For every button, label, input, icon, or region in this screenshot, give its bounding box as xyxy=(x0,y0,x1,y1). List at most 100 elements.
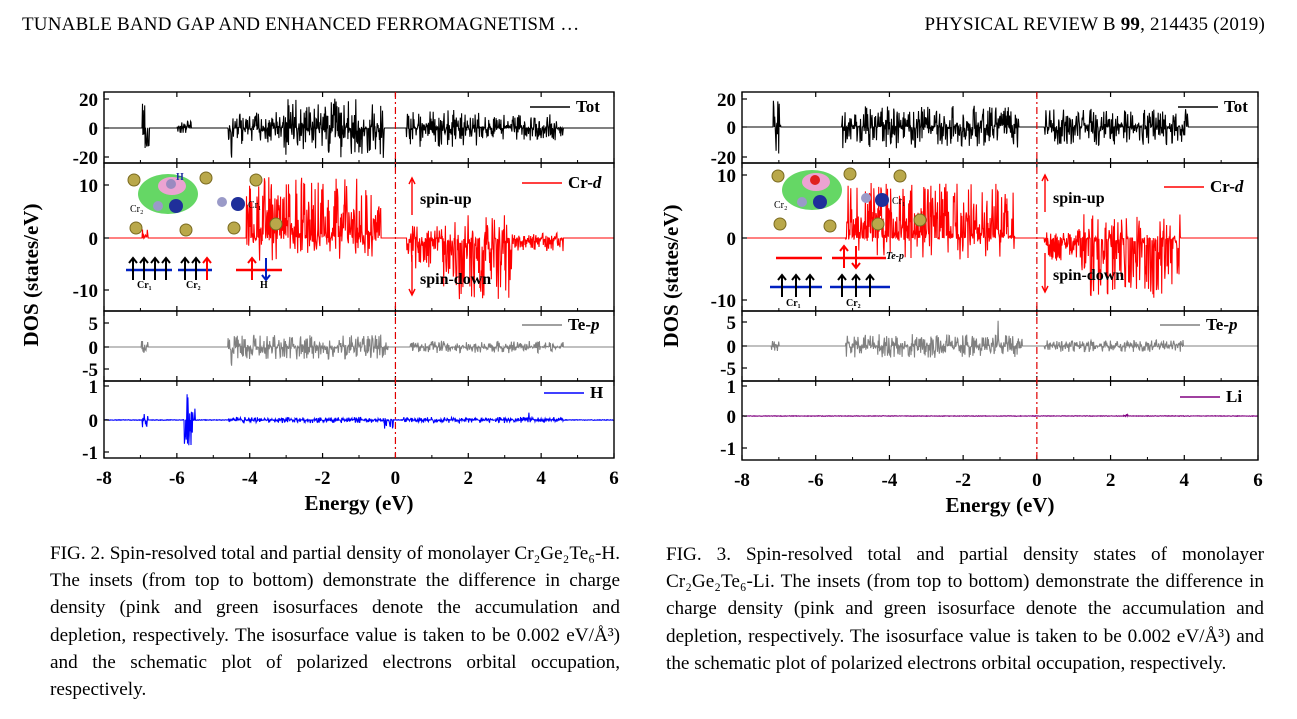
x-tick-label: -8 xyxy=(734,470,750,491)
orbital-label: Cr₂ xyxy=(846,298,861,309)
electron-spin-arrowhead xyxy=(180,256,190,264)
x-tick-label: 0 xyxy=(391,468,401,489)
te-atom xyxy=(823,219,837,233)
legend-label: Cr-d xyxy=(568,173,602,192)
te-atom xyxy=(129,221,143,235)
running-header-title: TUNABLE BAND GAP AND ENHANCED FERROMAGNE… xyxy=(22,14,580,35)
y-tick-label: 0 xyxy=(727,229,737,250)
ge-atom xyxy=(861,193,871,203)
inset-label-dopant: H xyxy=(176,172,184,183)
x-tick-label: 2 xyxy=(464,468,474,489)
te-atom xyxy=(227,221,241,235)
inset-label-cr2: Cr₂ xyxy=(774,200,788,211)
te-atom xyxy=(893,169,907,183)
x-tick-label: 4 xyxy=(536,468,546,489)
y-tick-label: 5 xyxy=(89,314,99,335)
electron-spin-arrowhead xyxy=(851,262,861,270)
journal-pages: , 214435 (2019) xyxy=(1140,14,1265,35)
charge-density-inset: Cr₂ Cr₁ xyxy=(771,167,927,233)
panel-tot: 20 0 -20 Tot xyxy=(73,90,615,169)
x-tick-label: 6 xyxy=(1253,470,1263,491)
panel-tot: 20 0 -20 Tot xyxy=(711,90,1259,169)
electron-spin-arrowhead xyxy=(150,256,160,264)
figure-2-caption-text: Spin-resolved total and partial density … xyxy=(50,543,620,701)
orbital-occupation-schematic: Cr₁ Cr₂ Te-p xyxy=(770,244,904,309)
x-tick-label: -8 xyxy=(96,468,112,489)
panel-li: 1 0 -1 Li xyxy=(720,377,1259,461)
electron-spin-arrowhead xyxy=(202,256,212,264)
y-tick-label: 0 xyxy=(89,229,99,250)
electron-spin-arrowhead xyxy=(261,274,271,282)
figure-2-caption: FIG. 2. Spin-resolved total and partial … xyxy=(50,540,620,703)
spin-down-arrow-head xyxy=(1041,285,1049,294)
y-tick-label: -1 xyxy=(82,443,98,464)
figure-2-caption-label: FIG. 2. xyxy=(50,543,105,564)
orbital-occupation-schematic: Cr₁ Cr₂ H xyxy=(126,256,282,291)
legend-label: Tot xyxy=(576,97,600,116)
figure-2-dos-plot: DOS (states/eV)200-20Tot100-10Cr-d50-5Te… xyxy=(19,90,619,515)
te-atom xyxy=(179,223,193,237)
x-axis-label: Energy (eV) xyxy=(945,493,1054,517)
y-tick-label: -5 xyxy=(720,359,736,380)
spin-up-arrow-head xyxy=(408,176,416,185)
inset-label-cr1: Cr₁ xyxy=(892,196,906,207)
y-tick-label: 0 xyxy=(89,119,99,140)
y-tick-label: 0 xyxy=(727,118,737,139)
inset-label-cr1: Cr₁ xyxy=(248,200,262,211)
series-h-line xyxy=(103,394,614,446)
spin-down-label: spin-down xyxy=(1053,267,1124,284)
charge-density-inset: Cr₂ Cr₁ H xyxy=(127,171,283,237)
electron-spin-arrowhead xyxy=(128,256,138,264)
electron-spin-arrowhead xyxy=(851,273,861,281)
y-tick-label: 0 xyxy=(89,338,99,359)
te-atom xyxy=(771,169,785,183)
te-atom xyxy=(249,173,263,187)
y-tick-label: 1 xyxy=(89,377,99,398)
y-tick-label: 0 xyxy=(727,337,737,358)
orbital-label: Cr₁ xyxy=(137,280,152,291)
spin-up-label: spin-up xyxy=(420,191,472,208)
y-tick-label: -20 xyxy=(711,148,736,169)
y-tick-label: 0 xyxy=(89,411,99,432)
orbital-label: H xyxy=(260,280,268,291)
ge-atom xyxy=(797,197,807,207)
electron-spin-arrowhead xyxy=(865,273,875,281)
panel-tep: 5 0-5 Te-p xyxy=(82,310,615,382)
inset-label-cr2: Cr₂ xyxy=(130,204,144,215)
y-tick-label: -10 xyxy=(73,281,98,302)
y-tick-label: 10 xyxy=(79,176,98,197)
panel-tep: 5 0-5 Te-p xyxy=(720,310,1259,382)
cr1-atom xyxy=(875,193,889,207)
dopant-atom xyxy=(166,179,176,189)
x-tick-label: 4 xyxy=(1180,470,1190,491)
figure-3-caption: FIG. 3. Spin-resolved total and partial … xyxy=(666,541,1264,677)
x-axis-label: Energy (eV) xyxy=(304,491,413,515)
orbital-label: Cr₂ xyxy=(186,280,201,291)
y-tick-label: 5 xyxy=(727,313,737,334)
x-tick-label: -6 xyxy=(169,468,185,489)
panel-crd: 10 0 -10 Cr-d xyxy=(711,162,1259,312)
panel-h: 1 0 -1 H xyxy=(82,377,615,464)
x-tick-label: -6 xyxy=(808,470,824,491)
y-tick-label: -5 xyxy=(82,360,98,381)
legend-label: Li xyxy=(1226,387,1242,406)
orbital-label: Cr₁ xyxy=(786,298,801,309)
x-tick-label: 6 xyxy=(609,468,619,489)
spin-down-label: spin-down xyxy=(420,271,491,288)
te-atom xyxy=(199,171,213,185)
cr2-atom xyxy=(813,195,827,209)
cr2-atom xyxy=(169,199,183,213)
te-atom xyxy=(871,217,885,231)
y-axis-label: DOS (states/eV) xyxy=(659,205,683,348)
electron-spin-arrowhead xyxy=(161,256,171,264)
legend-label: Cr-d xyxy=(1210,177,1244,196)
series-tep-line xyxy=(104,334,614,366)
y-tick-label: 20 xyxy=(79,90,98,111)
y-tick-label: 10 xyxy=(717,166,736,187)
panel-frame xyxy=(741,380,1259,461)
electron-spin-arrowhead xyxy=(839,244,849,252)
legend-label: Te-p xyxy=(1206,315,1238,334)
y-tick-label: 1 xyxy=(727,377,737,398)
y-tick-label: -10 xyxy=(711,291,736,312)
legend-label-orbital: d xyxy=(1235,177,1244,196)
